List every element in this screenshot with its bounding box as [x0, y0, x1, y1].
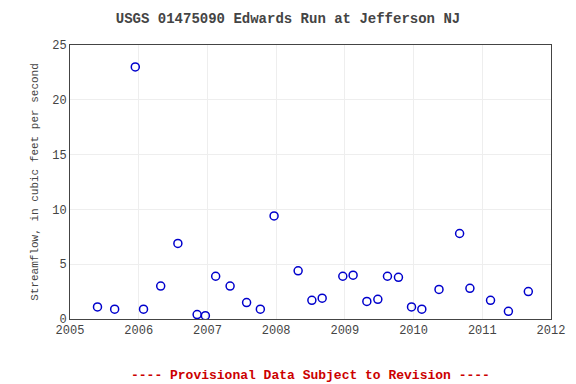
svg-text:2008: 2008 [262, 324, 291, 338]
svg-text:2011: 2011 [468, 324, 497, 338]
svg-text:2006: 2006 [124, 324, 153, 338]
svg-text:USGS 01475090 Edwards Run at J: USGS 01475090 Edwards Run at Jefferson N… [116, 11, 460, 27]
svg-text:2007: 2007 [193, 324, 222, 338]
svg-text:20: 20 [52, 94, 66, 108]
svg-text:25: 25 [52, 39, 66, 53]
svg-text:5: 5 [59, 258, 66, 272]
svg-text:2010: 2010 [399, 324, 428, 338]
svg-text:2009: 2009 [330, 324, 359, 338]
svg-text:Streamflow, in cubic feet per: Streamflow, in cubic feet per second [29, 63, 41, 301]
svg-text:2012: 2012 [537, 324, 566, 338]
svg-text:---- Provisional Data Subject: ---- Provisional Data Subject to Revisio… [131, 368, 490, 383]
svg-text:2005: 2005 [56, 324, 85, 338]
svg-text:0: 0 [59, 313, 66, 327]
svg-text:10: 10 [52, 204, 66, 218]
svg-text:15: 15 [52, 149, 66, 163]
